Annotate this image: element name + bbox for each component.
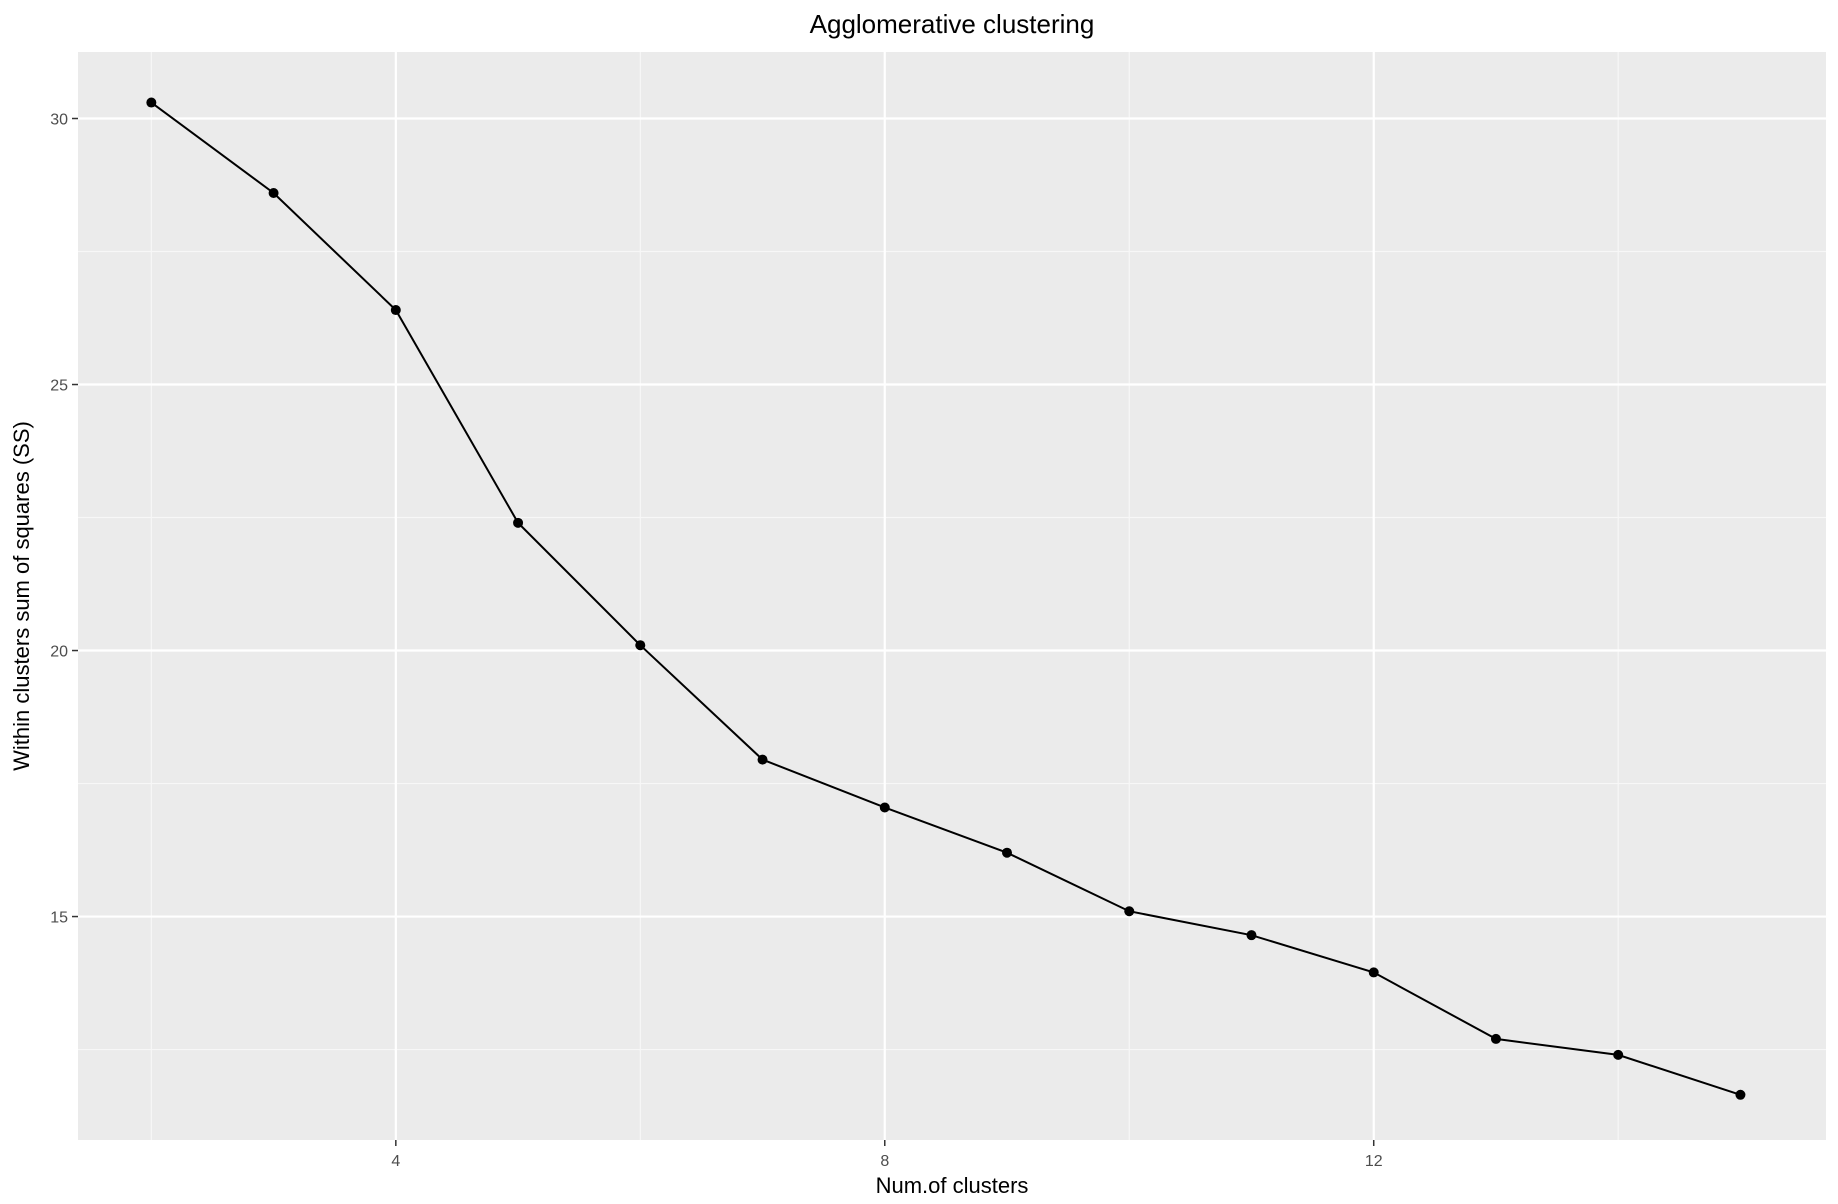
x-tick-label: 8 — [880, 1153, 889, 1170]
y-tick-label: 15 — [50, 910, 68, 927]
y-axis-title: Within clusters sum of squares (SS) — [9, 421, 34, 771]
chart-title: Agglomerative clustering — [810, 9, 1095, 39]
minor-gridlines — [78, 52, 1826, 1140]
data-point — [1613, 1049, 1624, 1060]
series-layer — [150, 101, 1741, 1096]
series-line — [150, 101, 1741, 1096]
data-point — [1002, 847, 1013, 858]
data-point — [146, 97, 157, 108]
data-point — [513, 517, 524, 528]
data-point — [268, 187, 279, 198]
data-point — [1124, 906, 1135, 917]
data-point — [879, 802, 890, 813]
major-gridlines — [78, 52, 1826, 1140]
data-point — [635, 640, 646, 651]
y-tick-label: 25 — [50, 378, 68, 395]
data-point — [757, 754, 768, 765]
y-axis-ticks: 15 20 25 30 — [50, 112, 78, 927]
y-tick-label: 20 — [50, 644, 68, 661]
data-point — [1368, 967, 1379, 978]
x-tick-label: 12 — [1365, 1153, 1383, 1170]
plot-panel — [78, 52, 1826, 1140]
x-tick-label: 4 — [391, 1153, 400, 1170]
x-axis-title: Num.of clusters — [876, 1173, 1029, 1198]
y-tick-label: 30 — [50, 112, 68, 129]
data-point — [1735, 1089, 1746, 1100]
data-point — [1246, 930, 1257, 941]
x-axis-ticks: 4 8 12 — [391, 1140, 1383, 1170]
points-layer — [146, 97, 1746, 1100]
data-point — [390, 305, 401, 316]
data-point — [1490, 1033, 1501, 1044]
